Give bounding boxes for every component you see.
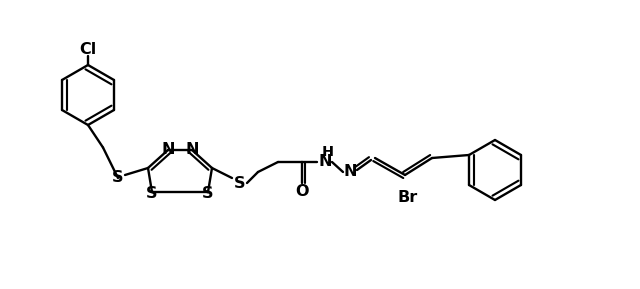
Text: N: N [343, 164, 356, 179]
Text: N: N [161, 142, 175, 158]
Text: N: N [185, 142, 199, 158]
Text: S: S [112, 171, 124, 186]
Text: O: O [295, 184, 308, 199]
Text: Cl: Cl [79, 42, 97, 57]
Text: S: S [202, 186, 214, 201]
Text: N: N [318, 155, 332, 170]
Text: S: S [147, 186, 157, 201]
Text: S: S [234, 175, 246, 190]
Text: Br: Br [398, 190, 418, 205]
Text: H: H [322, 145, 334, 159]
